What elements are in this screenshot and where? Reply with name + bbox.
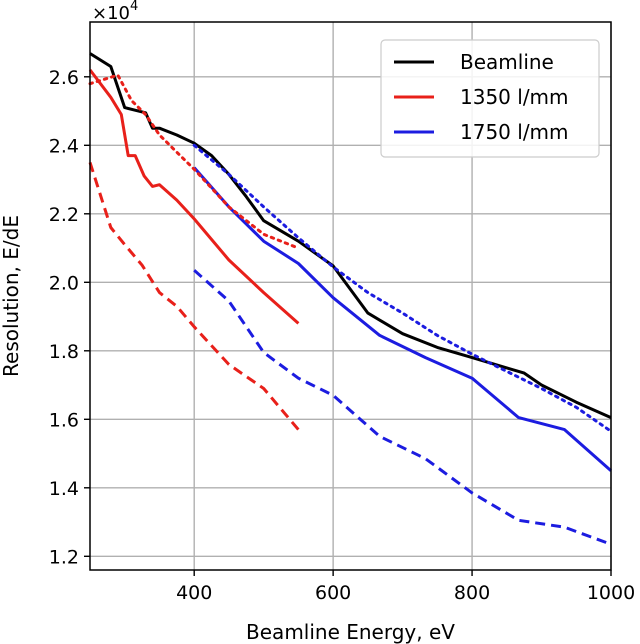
y-tick-label: 1.2 (49, 546, 79, 568)
series-line-blue-dotted (192, 143, 613, 433)
y-tick-label: 2.2 (49, 204, 79, 226)
series-line-red-dotted (88, 73, 300, 250)
y-tick-label: 1.8 (49, 341, 79, 363)
y-multiplier-base: ×10 (92, 3, 130, 24)
y-tick-label: 2.0 (49, 272, 79, 294)
x-tick-label: 800 (454, 582, 490, 604)
legend-label-red-solid: 1350 l/mm (460, 85, 569, 109)
y-tick-label: 2.6 (49, 67, 79, 89)
series-line-blue-dashed (193, 269, 612, 546)
legend: Beamline 1350 l/mm 1750 l/mm (380, 39, 600, 158)
y-tick-label: 1.6 (49, 409, 79, 431)
series-layer (88, 52, 613, 546)
series-line-red-solid (88, 68, 300, 325)
y-axis-label: Resolution, E/dE (0, 215, 23, 377)
y-axis-multiplier: ×104 (92, 0, 138, 24)
y-tick-label: 2.4 (49, 135, 79, 157)
x-tick-label: 600 (315, 582, 351, 604)
x-axis-label: Beamline Energy, eV (246, 620, 455, 644)
y-tick-label: 1.4 (49, 478, 79, 500)
series-line-blue-solid (193, 166, 612, 472)
legend-label-beamline: Beamline (460, 50, 554, 74)
legend-label-blue-solid: 1750 l/mm (460, 120, 569, 144)
plot-frame (89, 21, 612, 571)
x-tick-label: 1000 (587, 582, 635, 604)
legend-box (380, 39, 600, 158)
y-multiplier-exponent: 4 (130, 0, 138, 14)
tick-layer: 400 600 800 1000 1.2 1.4 1.6 1.8 2.0 2.2 2.4 2.6 (49, 67, 635, 604)
x-tick-label: 400 (176, 582, 212, 604)
series-line-red-dashed (88, 161, 300, 431)
